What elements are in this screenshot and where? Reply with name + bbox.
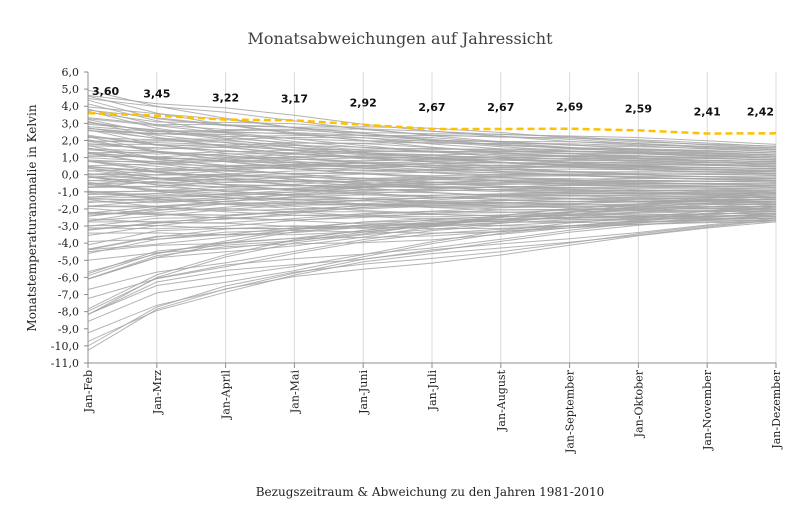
y-tick-label: -6,0 [58, 271, 79, 284]
highlight-series-line [87, 111, 777, 135]
x-tick-label: Jan-Mrz [151, 370, 164, 415]
background-series-line [87, 174, 777, 188]
data-label: 3,22 [212, 92, 239, 105]
y-tick-label: 2,0 [62, 134, 80, 147]
data-label: 3,17 [281, 92, 308, 105]
background-series-line [87, 207, 777, 290]
x-tick-label: Jan-Juli [426, 370, 439, 412]
data-label: 2,41 [694, 105, 721, 118]
background-series-line [87, 200, 777, 273]
y-tick-label: -3,0 [58, 220, 79, 233]
background-series-line [87, 197, 777, 217]
background-series-line [87, 143, 777, 163]
background-series-line [87, 121, 777, 154]
data-label: 3,60 [92, 85, 119, 98]
y-tick-label: 4,0 [62, 100, 80, 113]
background-series-line [87, 217, 777, 334]
background-series-group [87, 89, 777, 351]
background-series-line [87, 166, 776, 183]
y-tick-label: -1,0 [58, 186, 79, 199]
x-tick-label: Jan-Dezember [770, 369, 783, 449]
background-series-line [87, 210, 777, 224]
background-series-line [87, 139, 777, 169]
y-axis: 6,0 5,0 4,0 3,0 2,0 1,0 0,0 -1,0 -2,0 -3,0 -4,0 -5,… [51, 66, 89, 370]
background-series-line [87, 123, 777, 159]
y-tick-label: 5,0 [62, 83, 80, 96]
data-label: 2,42 [747, 105, 774, 118]
chart-title: Monatsabweichungen auf Jahressicht [248, 29, 554, 48]
background-series-line [87, 94, 777, 145]
y-tick-label: 0,0 [62, 169, 80, 182]
y-tick-label: -8,0 [58, 306, 79, 319]
background-series-line [87, 190, 777, 202]
x-tick-label: Jan-Feb [82, 370, 95, 413]
y-tick-label: 6,0 [62, 66, 80, 79]
background-series-line [87, 219, 777, 347]
data-label: 2,59 [625, 102, 652, 115]
background-series-line [87, 219, 777, 251]
x-tick-label: Jan-November [701, 369, 714, 451]
background-series-line [87, 162, 777, 173]
background-series-line [87, 152, 777, 176]
background-series-line [87, 221, 777, 351]
x-tick-label: Jan-Mai [288, 370, 301, 415]
background-series-line [87, 127, 777, 156]
background-series-line [87, 212, 777, 312]
y-tick-label: -10,0 [51, 340, 79, 353]
background-series-line [87, 147, 777, 171]
y-tick-label: -7,0 [58, 289, 79, 302]
x-axis: Jan-Feb Jan-Mrz Jan-April Jan-Mai Jan-Juni Ja… [82, 362, 783, 454]
background-series-line [87, 111, 777, 152]
background-series-line [87, 210, 777, 231]
y-axis-title: Monatstemperaturanomalie in Kelvin [25, 104, 39, 331]
y-tick-label: -11,0 [51, 357, 79, 370]
background-series-line [87, 176, 777, 190]
y-tick-label: -5,0 [58, 254, 79, 267]
background-series-line [87, 203, 777, 315]
data-label: 3,45 [143, 88, 170, 101]
data-label: 2,92 [350, 97, 377, 110]
data-label: 2,67 [418, 101, 445, 114]
background-series-line [87, 210, 777, 253]
background-series-line [87, 199, 777, 222]
y-tick-label: -9,0 [58, 323, 79, 336]
data-label: 2,67 [487, 101, 514, 114]
y-tick-label: 1,0 [62, 152, 80, 165]
x-tick-label: Jan-Juni [357, 370, 370, 415]
background-series-line [87, 140, 777, 161]
data-label: 2,69 [556, 101, 583, 114]
x-tick-label: Jan-Oktober [632, 369, 645, 438]
background-series-line [87, 151, 777, 164]
background-series-line [87, 151, 777, 168]
background-series-line [87, 98, 777, 147]
background-series-line [87, 214, 777, 315]
background-series-line [87, 135, 777, 161]
background-series-line [87, 205, 777, 322]
background-series-line [87, 214, 777, 277]
x-tick-label: Jan-April [220, 370, 233, 421]
x-axis-title: Bezugszeitraum & Abweichung zu den Jahre… [256, 485, 605, 499]
x-tick-label: Jan-September [564, 369, 577, 454]
background-series-line [87, 119, 777, 154]
x-tick-label: Jan-August [495, 369, 508, 432]
y-tick-label: -2,0 [58, 203, 79, 216]
y-tick-label: 3,0 [62, 117, 80, 130]
background-series-line [87, 89, 777, 149]
y-tick-label: -4,0 [58, 237, 79, 250]
background-series-line [87, 200, 777, 215]
background-series-line [87, 185, 777, 198]
highlight-series-group: 3,60 3,45 3,22 3,17 2,92 2,67 2,67 2,69 2,59 2,41… [87, 85, 777, 135]
background-series-line [87, 219, 777, 342]
